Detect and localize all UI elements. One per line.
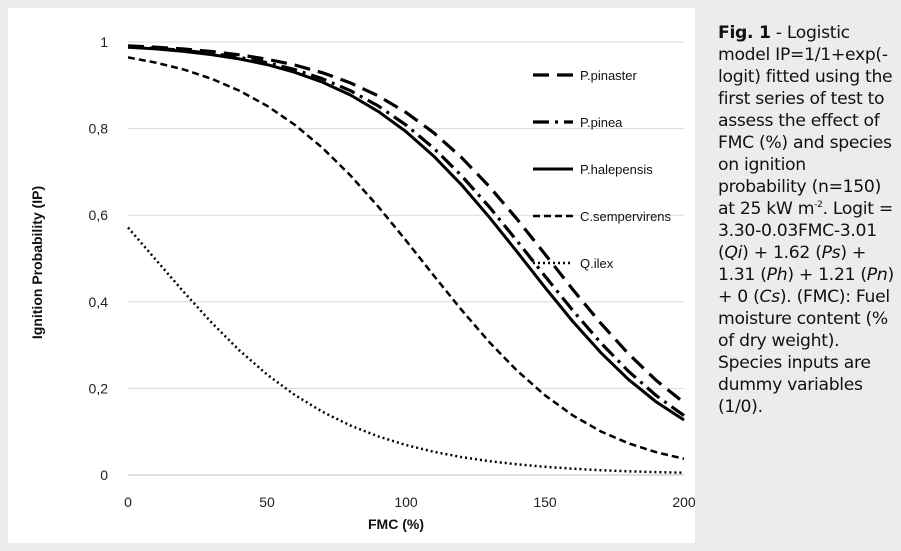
x-tick-label: 150	[533, 494, 557, 510]
caption-text: ) + 1.31 (	[718, 243, 867, 285]
caption-text: ) + 1.62 (	[742, 243, 822, 263]
axis-ticks: 0 0,2 0,4 0,6 0,8 1 0 50 100 150 200	[89, 34, 695, 510]
caption-text: - Logistic model IP=1/1+exp(-logit) fitt…	[718, 23, 893, 219]
series-line-q-ilex	[127, 226, 685, 475]
y-tick-label: 0	[100, 467, 108, 483]
caption-species-code: Pn	[866, 265, 888, 285]
y-tick-label: 1	[100, 34, 108, 50]
legend-label: P.pinaster	[580, 68, 638, 83]
x-tick-label: 200	[672, 494, 695, 510]
x-axis-title: FMC (%)	[368, 516, 424, 532]
caption-species-code: Cs	[759, 287, 780, 307]
y-tick-label: 0,2	[89, 380, 109, 396]
ignition-probability-chart: 0 0,2 0,4 0,6 0,8 1 0 50 100 150 200 Ignition Prob…	[29, 34, 695, 532]
legend: P.pinaster P.pinea P.halepensis C.sempervir…	[533, 68, 672, 271]
series-line-p-pinea	[127, 45, 685, 417]
legend-label: P.halepensis	[580, 162, 653, 177]
caption-text: . Logit = 3.30-0.03FMC-3.01 (	[718, 199, 893, 263]
series-line-p-halepensis	[127, 45, 685, 422]
figure-caption: Fig. 1 - Logistic model IP=1/1+exp(-logi…	[718, 22, 894, 418]
caption-text: ) + 0 (	[718, 265, 894, 307]
x-tick-label: 50	[259, 494, 275, 510]
x-tick-label: 0	[124, 494, 132, 510]
caption-species-code: Qi	[724, 243, 743, 263]
gridlines	[128, 41, 684, 476]
y-tick-label: 0,6	[89, 207, 109, 223]
series-line-c-sempervirens	[127, 56, 685, 461]
caption-text: ) + 1.21 (	[787, 265, 867, 285]
series-line-p-pinaster	[127, 44, 685, 404]
chart-panel: 0 0,2 0,4 0,6 0,8 1 0 50 100 150 200 Ignition Prob…	[8, 8, 695, 543]
y-tick-label: 0,4	[89, 294, 109, 310]
legend-label: P.pinea	[580, 115, 623, 130]
legend-label: C.sempervirens	[580, 209, 672, 224]
legend-label: Q.ilex	[580, 256, 614, 271]
caption-species-code: Ps	[821, 243, 841, 263]
x-tick-label: 100	[394, 494, 418, 510]
caption-superscript: -2	[814, 200, 823, 210]
y-tick-label: 0,8	[89, 121, 109, 137]
caption-text: ). (FMC): Fuel moisture content (% of dr…	[718, 287, 890, 417]
series-lines	[127, 44, 685, 475]
y-axis-title: Ignition Probability (IP)	[29, 186, 45, 339]
figure-label: Fig. 1	[718, 23, 771, 43]
caption-species-code: Ph	[766, 265, 788, 285]
